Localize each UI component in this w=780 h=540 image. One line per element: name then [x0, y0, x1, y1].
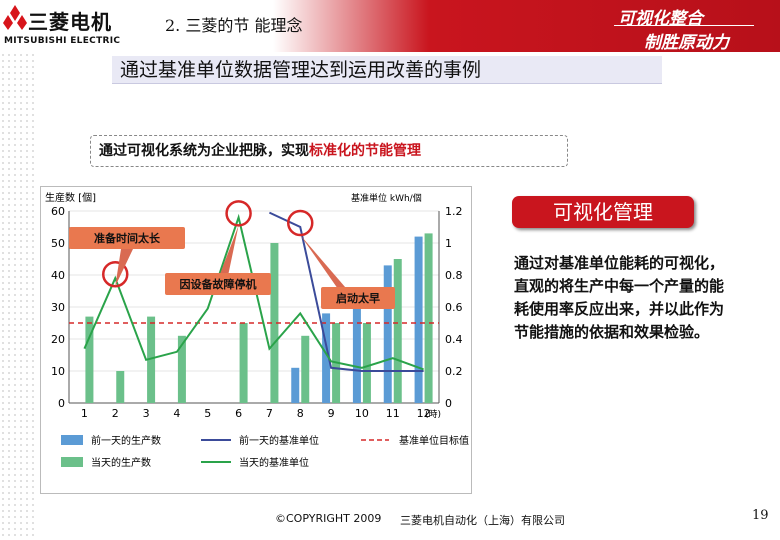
callout-box [165, 273, 271, 295]
callout-box [69, 227, 185, 249]
slogan-line1: 可视化整合 [618, 9, 703, 29]
page-title: 通过基准单位数据管理达到运用改善的事例 [112, 56, 662, 84]
x-axis-unit: (時) [425, 409, 441, 420]
chart-frame: 生産数 [個] 基准単位 kWh/個 0 10 20 30 40 50 60 0 0.2 0.4 0.6… [40, 186, 472, 494]
y-tick-right: 0.2 [445, 365, 463, 378]
legend-swatch [61, 435, 83, 445]
y-tick-right: 0.6 [445, 301, 463, 314]
decorative-dot-pattern [0, 52, 36, 540]
subtitle-part1: 通过可视化系统为企业把脉， [99, 143, 281, 159]
y-axis-label-left: 生産数 [個] [45, 191, 96, 204]
footer-copyright: ©COPYRIGHT 2009 [275, 512, 382, 525]
legend-label: 基准单位目标值 [399, 434, 469, 447]
x-tick: 2 [112, 407, 119, 420]
callout-text: 启动太早 [336, 291, 380, 305]
logo-area: 三菱电机 MITSUBISHI ELECTRIC [0, 0, 200, 52]
bar [239, 323, 248, 403]
legend-label: 当天的基准单位 [239, 456, 309, 469]
y-tick-left: 20 [51, 333, 65, 346]
callout-text: 因设备故障停机 [180, 277, 257, 291]
legend-label: 前一天的基准单位 [239, 434, 319, 447]
slogan-line2: 制胜原动力 [644, 33, 729, 53]
x-tick: 6 [235, 407, 242, 420]
x-tick: 8 [297, 407, 304, 420]
logo-text-en: MITSUBISHI ELECTRIC [4, 36, 121, 46]
x-tick: 3 [143, 407, 150, 420]
page-number: 19 [752, 508, 769, 523]
footer-company: 三菱电机自动化（上海）有限公司 [400, 514, 565, 527]
legend-label: 当天的生产数 [91, 456, 151, 469]
x-tick: 10 [355, 407, 369, 420]
description-text: 通过对基准单位能耗的可视化，直观的将生产中每一个产量的能耗使用率反应出来，并以此… [514, 254, 725, 341]
y-tick-right: 1.2 [445, 205, 463, 218]
x-tick: 11 [386, 407, 400, 420]
bar [116, 371, 125, 403]
highlight-circle [225, 200, 252, 227]
y-tick-left: 60 [51, 205, 65, 218]
bar [352, 287, 361, 403]
bar [147, 316, 156, 403]
series-line [268, 211, 424, 372]
callout-pointer [115, 249, 133, 287]
energy-chart: 生産数 [個] 基准単位 kWh/個 0 10 20 30 40 50 60 0 0.2 0.4 0.6… [45, 191, 469, 469]
x-tick: 1 [81, 407, 88, 420]
bar [177, 335, 186, 403]
bar [291, 367, 300, 403]
y-tick-right: 0.4 [445, 333, 463, 346]
x-tick: 9 [328, 407, 335, 420]
subtitle-part2: 实现 [281, 143, 309, 159]
x-tick: 7 [266, 407, 273, 420]
section-title: 2. 三菱的节 能理念 [165, 16, 303, 35]
y-tick-left: 10 [51, 365, 65, 378]
callout-box [321, 287, 395, 309]
x-tick: 4 [173, 407, 180, 420]
y-tick-left: 0 [58, 397, 65, 410]
bar [383, 265, 392, 403]
y-tick-left: 30 [51, 301, 65, 314]
subtitle-box: 通过可视化系统为企业把脉，实现标准化的节能管理 [90, 135, 568, 167]
y-axis-label-right: 基准単位 kWh/個 [351, 192, 422, 204]
logo-text-jp: 三菱电机 [28, 10, 112, 34]
y-tick-left: 50 [51, 237, 65, 250]
bar [362, 323, 371, 403]
y-tick-left: 40 [51, 269, 65, 282]
slogan-divider [614, 25, 754, 26]
subtitle-highlight: 标准化的节能管理 [309, 143, 421, 159]
bar [270, 243, 279, 403]
bar [424, 233, 433, 403]
callout-text: 准备时间太长 [94, 231, 161, 245]
visual-management-button[interactable]: 可视化管理 [512, 196, 694, 228]
bar [301, 335, 310, 403]
bar [322, 313, 331, 403]
y-tick-right: 0 [445, 397, 452, 410]
x-tick: 5 [204, 407, 211, 420]
bar [414, 236, 423, 403]
legend-label: 前一天的生产数 [91, 434, 161, 447]
mitsubishi-diamonds-icon [3, 5, 27, 30]
y-tick-right: 1 [445, 237, 452, 250]
legend-swatch [61, 457, 83, 467]
highlight-circle [102, 260, 129, 288]
bar [393, 259, 402, 403]
x-tick: 12 [417, 407, 431, 420]
y-tick-right: 0.8 [445, 269, 463, 282]
bar [85, 316, 94, 403]
